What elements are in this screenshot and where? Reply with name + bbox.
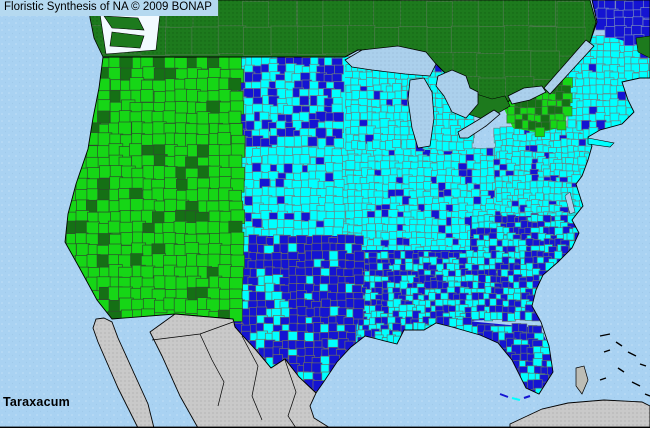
great-lakes [344,39,595,215]
taxon-label: Taraxacum [3,395,70,409]
cuba [509,399,650,428]
bahamas [575,333,650,397]
bottom-edge [0,426,650,428]
new-brunswick [635,35,650,59]
florida-keys [499,393,531,401]
map-title-bar: Floristic Synthesis of NA © 2009 BONAP [0,0,218,16]
canada-region [88,0,596,108]
mexico [92,313,331,428]
long-island [587,137,615,148]
us-counties-layer [65,0,650,394]
map-title: Floristic Synthesis of NA © 2009 BONAP [4,1,212,13]
